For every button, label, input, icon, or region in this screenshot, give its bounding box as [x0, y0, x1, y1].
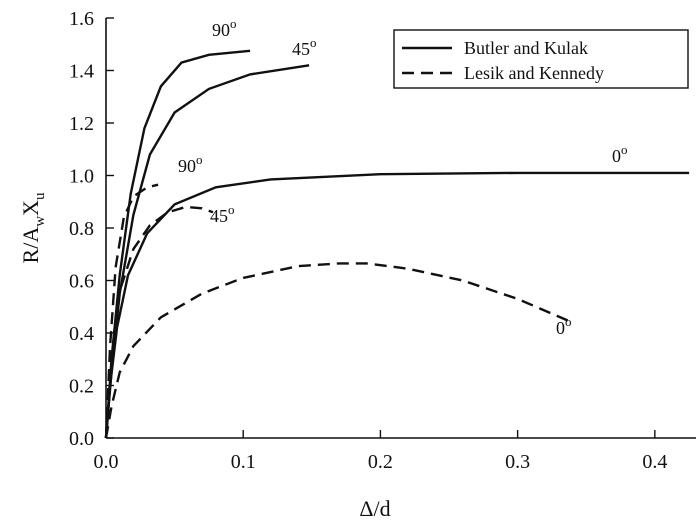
- y-axis-title-subscript: u: [32, 192, 48, 200]
- degree-superscript: o: [196, 152, 203, 167]
- legend-label: Butler and Kulak: [464, 38, 588, 58]
- y-tick-label: 0.6: [69, 271, 94, 293]
- y-tick-label: 1.6: [69, 8, 94, 30]
- x-tick-label: 0.2: [368, 451, 393, 473]
- series-annotation: 90o: [178, 152, 203, 176]
- x-tick-label: 0.0: [94, 451, 119, 473]
- series-line-dashed-45deg: [104, 205, 214, 439]
- x-tick-label: 0.4: [642, 451, 667, 473]
- x-tick-label: 0.3: [505, 451, 530, 473]
- y-tick-label: 0.8: [69, 218, 94, 240]
- y-tick-label: 1.2: [69, 113, 94, 135]
- series-line-solid-45deg: [104, 64, 310, 439]
- y-axis-title-part: X: [18, 200, 43, 216]
- y-tick-label: 1.0: [69, 166, 94, 188]
- legend-box: [393, 29, 689, 89]
- degree-superscript: o: [230, 16, 237, 31]
- degree-superscript: o: [621, 142, 628, 157]
- series-line-solid-90deg: [104, 49, 251, 439]
- y-axis-title: R/AwXu: [18, 192, 48, 263]
- y-tick-label: 0.4: [69, 323, 94, 345]
- degree-superscript: o: [565, 314, 572, 329]
- x-axis-title: Δ/d: [359, 496, 390, 521]
- degree-superscript: o: [310, 35, 317, 50]
- series-annotation: 45o: [210, 202, 235, 226]
- y-tick-label: 0.0: [69, 428, 94, 450]
- y-axis-title-subscript: w: [32, 216, 48, 227]
- series-line-solid-0deg: [104, 171, 690, 439]
- degree-superscript: o: [228, 202, 235, 217]
- y-axis-title-part: R/A: [18, 227, 43, 264]
- y-tick-label: 1.4: [69, 61, 94, 83]
- series-line-dashed-0deg: [104, 262, 573, 439]
- series-annotation: 0o: [556, 314, 572, 338]
- series-annotation: 0o: [612, 142, 628, 166]
- legend-label: Lesik and Kennedy: [464, 63, 604, 83]
- series-annotation: 90o: [212, 16, 237, 40]
- x-tick-label: 0.1: [231, 451, 256, 473]
- y-tick-label: 0.2: [69, 376, 94, 398]
- series-annotation: 45o: [292, 35, 317, 59]
